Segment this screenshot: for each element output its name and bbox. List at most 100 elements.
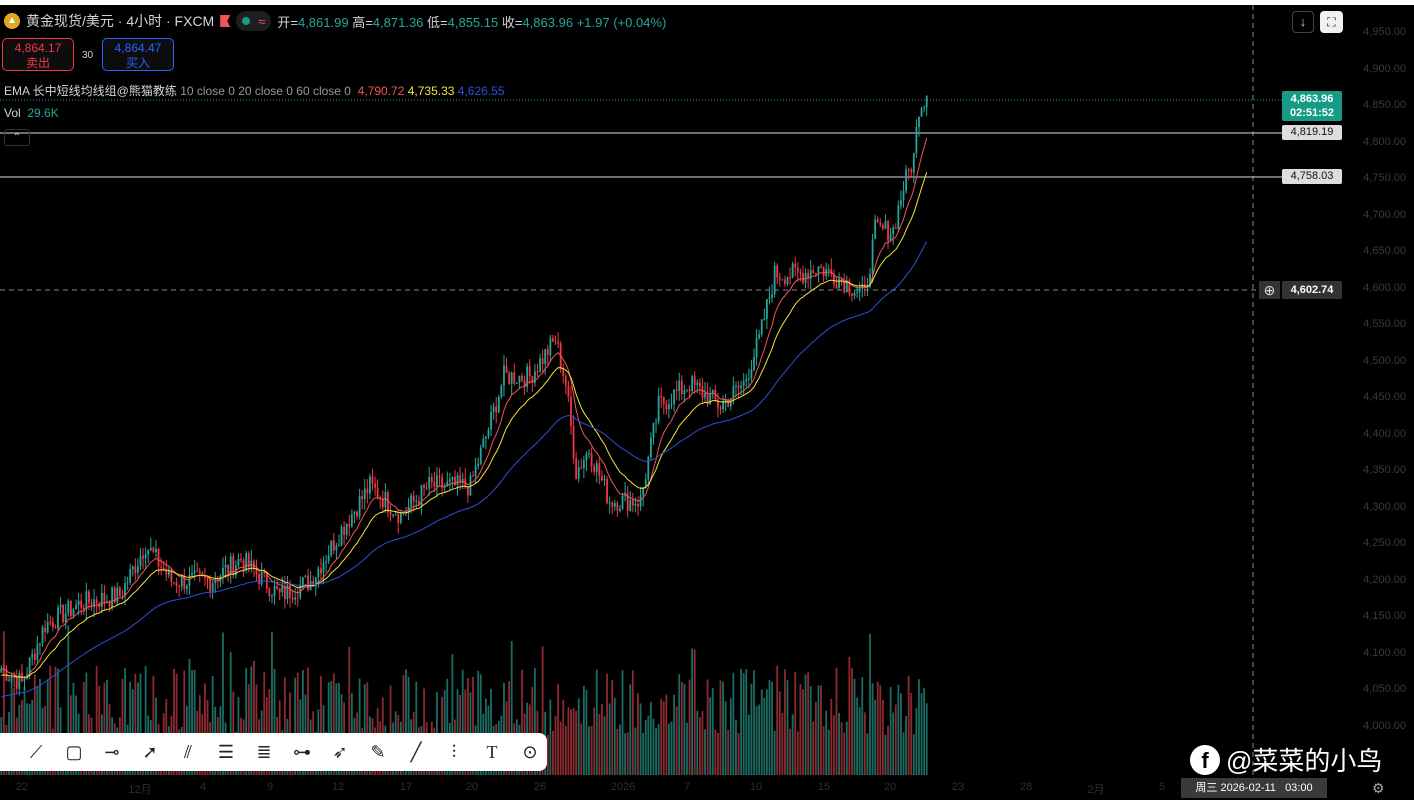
volume-bar xyxy=(193,669,196,775)
more-tools-icon[interactable]: ⊙ xyxy=(522,741,538,762)
candle-body xyxy=(250,560,253,568)
price-tick: 4,200.00 xyxy=(1363,573,1406,586)
candle-body xyxy=(869,274,871,287)
candle-body xyxy=(678,380,681,391)
brush-tool-icon[interactable]: ✎ xyxy=(370,741,386,762)
candle-body xyxy=(781,279,784,281)
candle-body xyxy=(709,393,712,405)
fib-retracement-tool-icon[interactable]: ☰ xyxy=(217,741,235,762)
price-tick: 4,000.00 xyxy=(1363,720,1406,732)
candle-body xyxy=(557,342,559,344)
trend-line-tool-icon[interactable]: ⟋ xyxy=(29,741,43,762)
volume-legend[interactable]: Vol 29.6K xyxy=(4,106,59,120)
candle-body xyxy=(268,588,271,597)
symbol-title[interactable]: 黄金现货/美元 · 4小时 · FXCM xyxy=(26,13,215,29)
fullscreen-button[interactable]: ⛶ xyxy=(1320,11,1343,33)
arrow-tool-icon[interactable]: ➚ xyxy=(142,741,158,762)
candle-body xyxy=(273,586,276,596)
candle-body xyxy=(673,389,675,405)
volume-bar xyxy=(521,669,523,775)
text-tool-icon[interactable]: T xyxy=(486,741,498,762)
volume-bar xyxy=(335,683,338,775)
volume-bar xyxy=(575,710,578,775)
volume-bar xyxy=(626,732,629,775)
vertical-line-tool-icon[interactable]: ⫶ xyxy=(451,741,457,762)
price-chart[interactable] xyxy=(0,5,1414,800)
flag-icon[interactable] xyxy=(220,15,231,27)
price-tick: 4,050.00 xyxy=(1363,683,1406,696)
candle-body xyxy=(745,378,748,382)
candle-body xyxy=(85,591,88,610)
horizontal-line-tool-icon[interactable]: ⊶ xyxy=(293,741,311,762)
volume-bar xyxy=(106,679,108,775)
candle-body xyxy=(283,586,286,599)
candle-body xyxy=(162,567,165,571)
candle-body xyxy=(742,381,745,386)
candle-body xyxy=(479,447,482,464)
market-status[interactable]: ≈ xyxy=(236,11,272,31)
parallel-channel-tool-icon[interactable]: ⫽ xyxy=(183,741,193,762)
candle-body xyxy=(577,467,580,479)
volume-bar xyxy=(871,683,874,775)
collapse-legend-button[interactable]: ⌃ xyxy=(4,129,30,146)
volume-bar xyxy=(776,665,779,775)
candle-body xyxy=(410,495,413,507)
facebook-icon: f xyxy=(1190,744,1220,775)
volume-bar xyxy=(327,682,330,775)
line-price-tag[interactable]: 4,758.03 xyxy=(1282,169,1342,184)
candle-body xyxy=(412,495,415,502)
candle-body xyxy=(858,288,861,293)
price-tick: 4,600.00 xyxy=(1363,281,1406,294)
settings-gear-icon[interactable]: ⚙ xyxy=(1372,780,1385,796)
candle-body xyxy=(588,453,590,455)
candle-body xyxy=(152,547,155,553)
volume-bar xyxy=(771,681,773,775)
volume-bar xyxy=(742,673,745,775)
candle-body xyxy=(784,279,786,284)
ray-tool-icon[interactable]: ╱ xyxy=(410,741,422,762)
candle-body xyxy=(407,506,410,513)
price-tick: 4,850.00 xyxy=(1363,99,1406,112)
volume-bar xyxy=(603,716,606,775)
scroll-down-button[interactable]: ↓ xyxy=(1292,11,1314,33)
sell-button[interactable]: 4,864.17 卖出 xyxy=(2,38,74,71)
candle-body xyxy=(214,580,217,583)
volume-bar xyxy=(807,672,810,775)
volume-bar xyxy=(794,671,797,775)
ema20-line xyxy=(1,172,928,678)
volume-bar xyxy=(905,716,907,775)
volume-bar xyxy=(784,669,786,775)
volume-bar xyxy=(253,660,255,775)
volume-bar xyxy=(637,693,639,775)
add-alert-plus-icon[interactable]: ⊕ xyxy=(1259,281,1280,299)
arrow-marker-tool-icon[interactable]: ➶ xyxy=(332,741,348,762)
volume-bar xyxy=(57,668,59,775)
candle-body xyxy=(80,600,83,608)
candle-body xyxy=(88,591,90,603)
candle-body xyxy=(204,575,206,578)
candle-body xyxy=(116,587,119,603)
horizontal-ray-tool-icon[interactable]: ⊸ xyxy=(104,741,120,762)
candle-body xyxy=(456,475,459,485)
candle-body xyxy=(191,573,193,576)
candle-body xyxy=(31,653,34,658)
buy-button[interactable]: 4,864.47 买入 xyxy=(102,38,174,71)
time-tick: 12月 xyxy=(128,784,152,796)
candle-body xyxy=(263,572,266,574)
fib-extension-tool-icon[interactable]: ≣ xyxy=(256,741,272,762)
volume-bar xyxy=(577,698,580,775)
candle-body xyxy=(900,200,902,206)
volume-bar xyxy=(652,718,655,775)
line-price-tag[interactable]: 4,819.19 xyxy=(1282,125,1342,140)
candle-body xyxy=(198,571,201,574)
candle-body xyxy=(77,600,80,605)
ema-legend[interactable]: EMA 长中短线均线组@熊猫教练 10 close 0 20 close 0 6… xyxy=(4,84,505,98)
volume-bar xyxy=(173,668,175,775)
price-tick: 4,100.00 xyxy=(1363,646,1406,659)
price-tick: 4,650.00 xyxy=(1363,245,1406,258)
candle-body xyxy=(100,592,103,607)
rectangle-tool-icon[interactable]: ▢ xyxy=(65,741,83,762)
volume-bar xyxy=(644,720,647,775)
candle-body xyxy=(356,511,358,517)
volume-bar xyxy=(131,689,134,775)
